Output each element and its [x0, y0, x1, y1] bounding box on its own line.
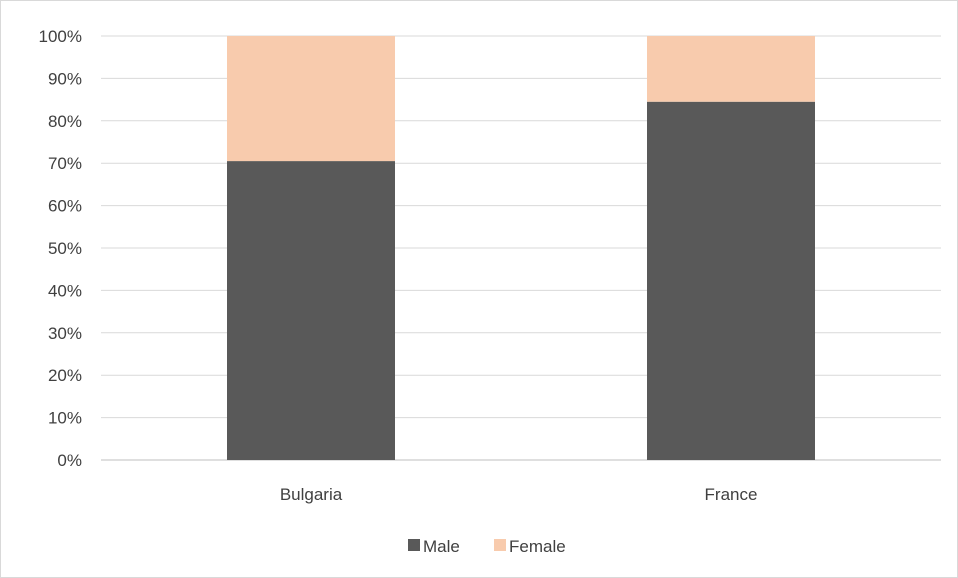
y-tick-label: 20% [48, 366, 82, 385]
legend-swatch-male [408, 539, 420, 551]
x-tick-label: France [705, 485, 758, 504]
y-axis-tick-labels: 0% 10% 20% 30% 40% 50% 60% 70% 80% 90% 100% [39, 27, 82, 470]
y-tick-label: 70% [48, 154, 82, 173]
y-tick-label: 60% [48, 197, 82, 216]
bar-male-france [647, 101, 815, 460]
x-axis-tick-labels: Bulgaria France [280, 485, 758, 504]
legend-label-female: Female [509, 537, 566, 556]
bar-male-bulgaria [227, 161, 395, 460]
bar-female-france [647, 36, 815, 102]
x-tick-label: Bulgaria [280, 485, 343, 504]
bars [227, 36, 815, 460]
y-tick-label: 80% [48, 112, 82, 131]
y-tick-label: 40% [48, 281, 82, 300]
y-tick-label: 30% [48, 324, 82, 343]
y-tick-label: 100% [39, 27, 82, 46]
legend-label-male: Male [423, 537, 460, 556]
legend: Male Female [408, 537, 566, 556]
bar-female-bulgaria [227, 36, 395, 162]
y-tick-label: 0% [57, 451, 82, 470]
legend-swatch-female [494, 539, 506, 551]
y-tick-label: 90% [48, 69, 82, 88]
y-tick-label: 50% [48, 239, 82, 258]
y-tick-label: 10% [48, 409, 82, 428]
